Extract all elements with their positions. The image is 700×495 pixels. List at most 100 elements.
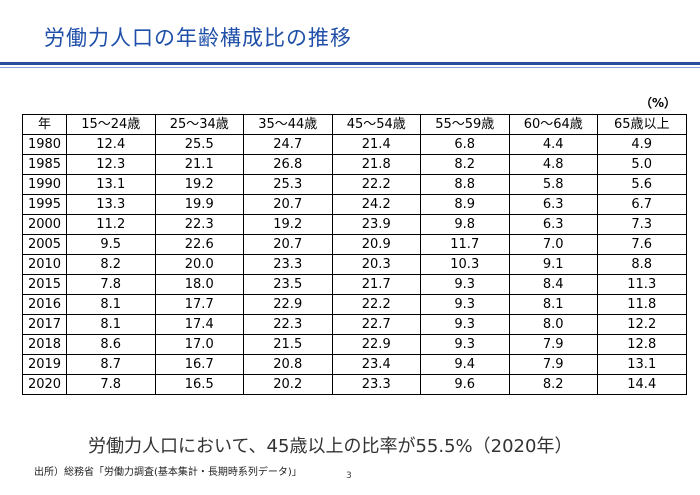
cell-year: 2016 (22, 294, 67, 315)
cell-year: 2005 (22, 234, 67, 255)
cell-age-45-54: 23.4 (331, 354, 421, 375)
cell-year: 2017 (22, 314, 67, 335)
title-underline (0, 62, 700, 65)
cell-age-55-59: 9.3 (420, 334, 510, 355)
cell-age-55-59: 8.9 (420, 194, 510, 215)
cell-age-60-64: 6.3 (508, 194, 598, 215)
cell-age-65-plus: 11.8 (597, 294, 687, 315)
cell-age-45-54: 20.9 (331, 234, 421, 255)
cell-age-35-44: 22.9 (243, 294, 333, 315)
cell-age-25-34: 17.7 (154, 294, 244, 315)
cell-age-55-59: 6.8 (420, 134, 510, 155)
cell-age-35-44: 22.3 (243, 314, 333, 335)
cell-age-15-24: 7.8 (66, 274, 156, 295)
cell-age-25-34: 19.2 (154, 174, 244, 195)
cell-age-45-54: 22.2 (331, 294, 421, 315)
cell-age-60-64: 8.4 (508, 274, 598, 295)
cell-age-45-54: 23.3 (331, 374, 421, 395)
cell-age-45-54: 21.4 (331, 134, 421, 155)
cell-age-60-64: 8.1 (508, 294, 598, 315)
title-underline-thin (0, 67, 700, 68)
table-row: 2000 11.2 22.3 19.2 23.9 9.8 6.3 7.3 (22, 214, 687, 235)
cell-age-65-plus: 12.8 (597, 334, 687, 355)
cell-age-35-44: 23.5 (243, 274, 333, 295)
page-number: 3 (346, 471, 352, 481)
cell-age-15-24: 11.2 (66, 214, 156, 235)
table-row: 2010 8.2 20.0 23.3 20.3 10.3 9.1 8.8 (22, 254, 687, 275)
cell-age-60-64: 6.3 (508, 214, 598, 235)
cell-age-35-44: 26.8 (243, 154, 333, 175)
cell-age-55-59: 11.7 (420, 234, 510, 255)
table-body: 1980 12.4 25.5 24.7 21.4 6.8 4.4 4.9 1985 12.3 21.… (22, 134, 687, 395)
cell-age-15-24: 13.3 (66, 194, 156, 215)
cell-age-65-plus: 5.6 (597, 174, 687, 195)
cell-age-25-34: 25.5 (154, 134, 244, 155)
cell-year: 2020 (22, 374, 67, 395)
cell-age-65-plus: 12.2 (597, 314, 687, 335)
cell-age-55-59: 9.3 (420, 294, 510, 315)
cell-age-25-34: 19.9 (154, 194, 244, 215)
cell-age-45-54: 22.7 (331, 314, 421, 335)
cell-age-15-24: 8.7 (66, 354, 156, 375)
cell-age-35-44: 25.3 (243, 174, 333, 195)
cell-age-55-59: 9.3 (420, 314, 510, 335)
cell-age-60-64: 4.4 (508, 134, 598, 155)
cell-age-35-44: 20.7 (243, 234, 333, 255)
header-age-35-44: 35～44歳 (243, 114, 333, 135)
cell-year: 1995 (22, 194, 67, 215)
cell-age-45-54: 23.9 (331, 214, 421, 235)
cell-year: 1980 (22, 134, 67, 155)
table-row: 2005 9.5 22.6 20.7 20.9 11.7 7.0 7.6 (22, 234, 687, 255)
cell-age-55-59: 10.3 (420, 254, 510, 275)
cell-age-65-plus: 6.7 (597, 194, 687, 215)
cell-age-65-plus: 4.9 (597, 134, 687, 155)
cell-year: 1990 (22, 174, 67, 195)
cell-age-15-24: 12.4 (66, 134, 156, 155)
cell-age-65-plus: 7.3 (597, 214, 687, 235)
cell-age-35-44: 19.2 (243, 214, 333, 235)
header-age-25-34: 25～34歳 (154, 114, 244, 135)
cell-age-25-34: 22.3 (154, 214, 244, 235)
cell-year: 1985 (22, 154, 67, 175)
table-row: 2019 8.7 16.7 20.8 23.4 9.4 7.9 13.1 (22, 354, 687, 375)
cell-age-15-24: 8.6 (66, 334, 156, 355)
cell-age-55-59: 8.2 (420, 154, 510, 175)
cell-age-55-59: 9.6 (420, 374, 510, 395)
cell-age-25-34: 18.0 (154, 274, 244, 295)
cell-age-25-34: 17.4 (154, 314, 244, 335)
cell-age-55-59: 9.3 (420, 274, 510, 295)
cell-age-25-34: 20.0 (154, 254, 244, 275)
cell-age-60-64: 5.8 (508, 174, 598, 195)
cell-age-35-44: 24.7 (243, 134, 333, 155)
cell-age-25-34: 17.0 (154, 334, 244, 355)
table-row: 2015 7.8 18.0 23.5 21.7 9.3 8.4 11.3 (22, 274, 687, 295)
header-age-55-59: 55～59歳 (420, 114, 510, 135)
cell-age-45-54: 20.3 (331, 254, 421, 275)
cell-age-55-59: 9.8 (420, 214, 510, 235)
cell-age-15-24: 7.8 (66, 374, 156, 395)
cell-age-35-44: 20.7 (243, 194, 333, 215)
cell-age-60-64: 8.2 (508, 374, 598, 395)
cell-age-65-plus: 13.1 (597, 354, 687, 375)
cell-age-35-44: 20.2 (243, 374, 333, 395)
cell-age-35-44: 23.3 (243, 254, 333, 275)
cell-age-65-plus: 14.4 (597, 374, 687, 395)
table-row: 1985 12.3 21.1 26.8 21.8 8.2 4.8 5.0 (22, 154, 687, 175)
table-row: 1990 13.1 19.2 25.3 22.2 8.8 5.8 5.6 (22, 174, 687, 195)
cell-age-15-24: 9.5 (66, 234, 156, 255)
header-age-45-54: 45～54歳 (331, 114, 421, 135)
cell-age-25-34: 22.6 (154, 234, 244, 255)
source-note: 出所）総務省「労働力調査(基本集計・長期時系列データ)」 (34, 467, 302, 478)
cell-age-25-34: 16.5 (154, 374, 244, 395)
cell-age-65-plus: 7.6 (597, 234, 687, 255)
header-age-60-64: 60～64歳 (508, 114, 598, 135)
cell-age-15-24: 8.2 (66, 254, 156, 275)
cell-age-45-54: 21.7 (331, 274, 421, 295)
table-header-row: 年 15～24歳 25～34歳 35～44歳 45～54歳 55～59歳 60～… (22, 114, 687, 135)
cell-age-45-54: 21.8 (331, 154, 421, 175)
cell-age-35-44: 21.5 (243, 334, 333, 355)
header-age-15-24: 15～24歳 (66, 114, 156, 135)
cell-age-45-54: 22.2 (331, 174, 421, 195)
table-row: 2018 8.6 17.0 21.5 22.9 9.3 7.9 12.8 (22, 334, 687, 355)
table-row: 2020 7.8 16.5 20.2 23.3 9.6 8.2 14.4 (22, 374, 687, 395)
